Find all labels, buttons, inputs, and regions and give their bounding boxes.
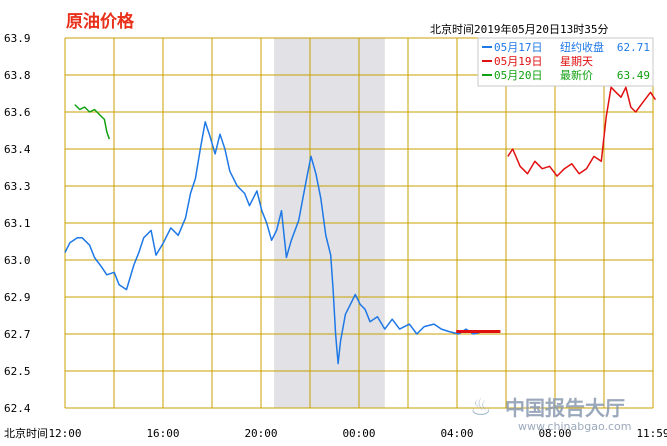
y-tick-label: 62.4 — [4, 402, 31, 415]
y-tick-label: 63.6 — [4, 106, 31, 119]
x-tick-label: 12:00 — [48, 427, 81, 440]
series-line-3 — [74, 104, 111, 140]
y-tick-label: 63.4 — [4, 143, 31, 156]
x-tick-label: 11:59 — [636, 427, 667, 440]
watermark-url: www.chinabgao.com — [518, 420, 632, 433]
watermark: ♨ 中国报告大厅 www.chinabgao.com — [470, 393, 632, 433]
x-axis-label: 北京时间 — [4, 426, 48, 440]
y-tick-label: 62.9 — [4, 291, 31, 304]
watermark-name: 中国报告大厅 — [505, 396, 625, 420]
y-tick-label: 63.8 — [4, 69, 31, 82]
x-axis-ticks: 12:00 16:00 20:00 00:00 04:00 08:00 11:59 — [48, 427, 667, 440]
y-axis-ticks: 63.9 63.8 63.6 63.4 63.3 63.1 63.0 62.9 62.7 62.5… — [4, 32, 31, 415]
x-tick-label: 16:00 — [146, 427, 179, 440]
x-tick-label: 08:00 — [538, 427, 571, 440]
series-line-2 — [507, 86, 657, 177]
x-tick-label: 04:00 — [440, 427, 473, 440]
y-tick-label: 63.1 — [4, 217, 31, 230]
y-tick-label: 62.7 — [4, 328, 31, 341]
y-tick-label: 63.3 — [4, 180, 31, 193]
legend-date: 05月19日 — [494, 55, 543, 68]
legend: 05月17日 纽约收盘 62.71 05月19日 星期天 05月20日 最新价 63.49 — [477, 37, 654, 87]
legend-date: 05月20日 — [494, 69, 543, 82]
watermark-logo-icon: ♨ — [470, 393, 492, 421]
legend-label: 最新价 — [560, 68, 593, 82]
timestamp: 北京时间2019年05月20日13时35分 — [430, 22, 608, 36]
series-line-1 — [64, 121, 484, 365]
x-tick-label: 20:00 — [244, 427, 277, 440]
chart-title: 原油价格 — [66, 11, 135, 32]
grid-lines — [64, 37, 654, 409]
legend-label: 星期天 — [560, 55, 593, 68]
x-tick-label: 00:00 — [342, 427, 375, 440]
legend-box — [477, 37, 654, 87]
legend-value: 63.49 — [617, 69, 650, 82]
y-tick-label: 63.0 — [4, 254, 31, 267]
y-tick-label: 63.9 — [4, 32, 31, 45]
legend-label: 纽约收盘 — [560, 40, 604, 54]
y-tick-label: 62.5 — [4, 365, 31, 378]
series-lines — [64, 86, 657, 365]
legend-date: 05月17日 — [494, 41, 543, 54]
legend-value: 62.71 — [617, 41, 650, 54]
